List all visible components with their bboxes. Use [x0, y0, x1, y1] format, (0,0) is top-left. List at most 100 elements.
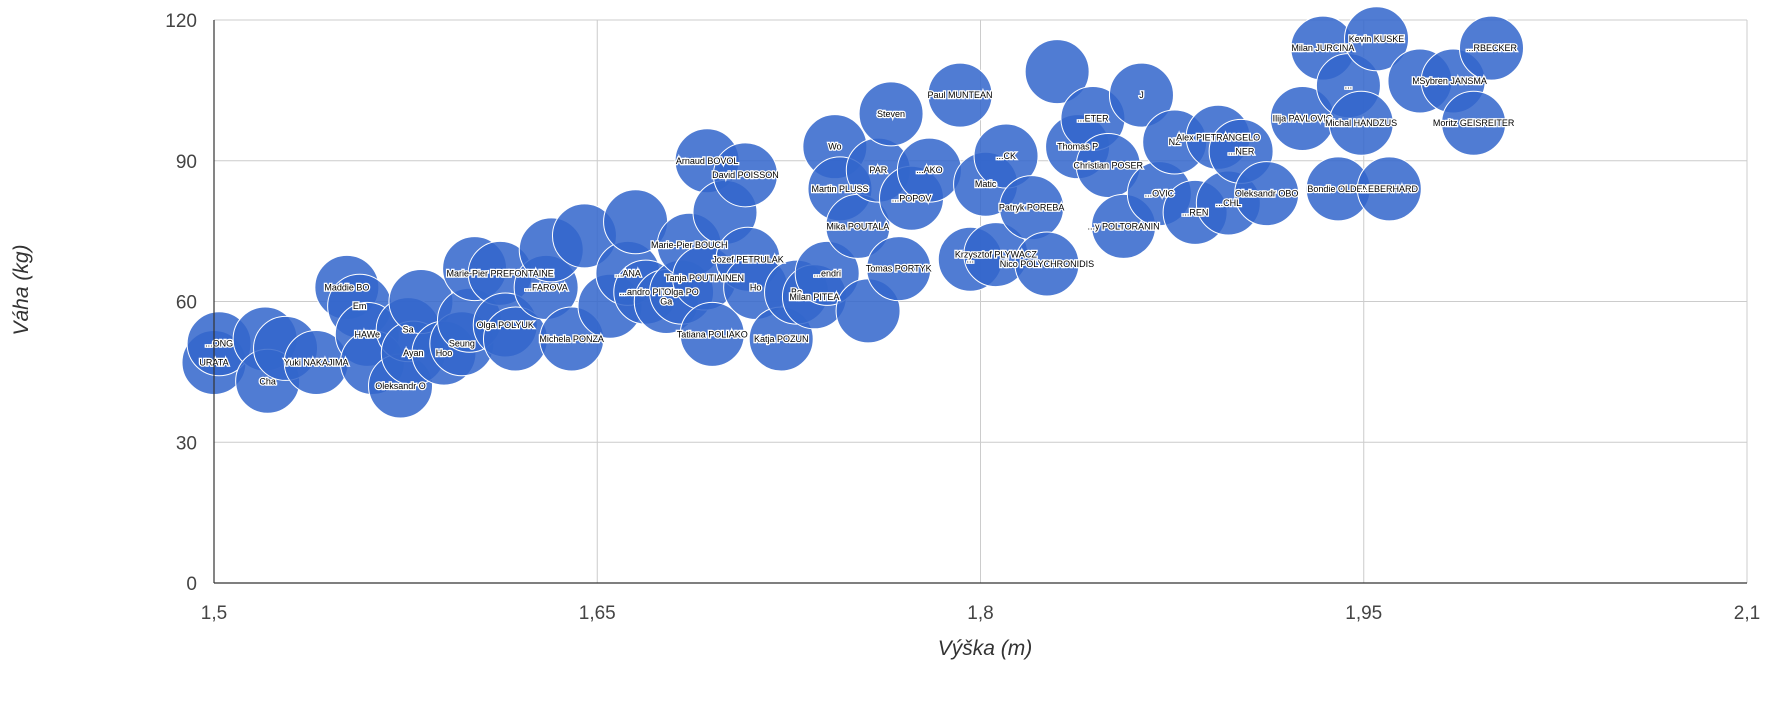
bubble-label: ...RBECKER	[1466, 43, 1518, 53]
bubble-label: Milan JURCINA	[1291, 43, 1354, 53]
axes: 1,5 1,65 1,8 1,95 2,1 0 30 60 90 120	[165, 11, 1760, 624]
bubble-point	[712, 142, 778, 208]
y-tick-label: 0	[186, 574, 197, 595]
bubble-label: Oleksandr OBO	[1235, 189, 1299, 199]
bubble-label: ...	[471, 264, 479, 274]
bubble-label: Krzysztof PLYWACZ	[955, 250, 1038, 260]
bubble-point	[1108, 62, 1174, 128]
bubble-label: Kevin KUSKE	[1349, 34, 1405, 44]
bubble-label: Wo	[828, 142, 841, 152]
bubble-label: Tomas PORTYK	[866, 264, 932, 274]
bubble-label: Marie-Pier BOUCH	[651, 240, 728, 250]
bubble-label: Ho	[750, 282, 762, 292]
bubble-point	[1441, 90, 1507, 156]
bubble-label: Alex PIETRANGELO	[1176, 132, 1260, 142]
bubble-label: Sa	[403, 325, 414, 335]
bubble-label: ...	[967, 254, 975, 264]
bubble-label: ...ANA	[615, 268, 641, 278]
bubble-label: Christian POSER	[1073, 160, 1143, 170]
bubble-label: Mika POUTALA	[826, 221, 889, 231]
bubble-label: Martin PLUSS	[811, 184, 868, 194]
bubble-label: ...AKO	[916, 165, 943, 175]
y-tick-label: 30	[176, 433, 197, 454]
bubble-label: ...	[1345, 81, 1353, 91]
bubble-point	[1459, 15, 1524, 81]
bubble-label: Matic	[975, 179, 997, 189]
x-tick-label: 2,1	[1734, 603, 1760, 624]
bubble-label: Paul MUNTEAN	[928, 90, 993, 100]
bubble-label: PAR	[869, 165, 887, 175]
bubble-point	[1344, 6, 1410, 72]
bubble-label: Marie-Pier PREFONTAINE	[446, 268, 553, 278]
bubble-label: ...andro PITT	[620, 287, 673, 297]
bubble-label: Bondie OLDEN	[1307, 184, 1369, 194]
bubble-point	[927, 62, 993, 128]
bubble-label: Thomas P	[1057, 142, 1098, 152]
x-tick-label: 1,95	[1345, 603, 1382, 624]
bubble-label: HAWe	[355, 329, 381, 339]
y-axis-title: Váha (kg)	[10, 244, 33, 335]
bubble-label: Moritz GEISREITER	[1433, 118, 1515, 128]
y-tick-label: 90	[176, 152, 197, 173]
x-tick-label: 1,8	[967, 603, 993, 624]
bubble-label: Oleksandr O	[375, 381, 426, 391]
bubble-label: Nico POLYCHRONIDIS	[1000, 259, 1094, 269]
bubble-label: NZ	[1169, 137, 1181, 147]
bubble-label: Milan PITEA	[789, 292, 839, 302]
bubble-label: ...FAROVA	[524, 282, 567, 292]
x-axis-title: Výška (m)	[938, 637, 1033, 660]
bubble-label: Ga	[660, 297, 672, 307]
bubble-point	[1234, 161, 1300, 227]
bubble-label: ...POPOV	[892, 193, 932, 203]
bubble-label: ...NER	[1228, 146, 1255, 156]
y-tick-label: 120	[165, 11, 197, 32]
bubble-label: Olga PO	[664, 287, 699, 297]
y-tick-label: 60	[176, 293, 197, 314]
bubble-label: Yuki NAKAJIMA	[284, 357, 349, 367]
bubble-label: Ilija PAVLOVIC	[1273, 114, 1333, 124]
bubble-label: Em	[353, 301, 367, 311]
bubble-point	[1356, 156, 1422, 222]
bubble-label: Michal HANDZUS	[1325, 118, 1397, 128]
bubble-label: Arnaud BOVOL	[676, 156, 739, 166]
bubble-point	[794, 240, 860, 306]
bubble-label: Maddie BO	[324, 282, 369, 292]
bubble-label: David POISSON	[712, 170, 779, 180]
bubble-label: Patryk POREBA	[999, 203, 1065, 213]
bubble-label: ...endri	[813, 268, 841, 278]
bubble-label: Tatiana POLIAKO	[677, 329, 748, 339]
bubble-label: ...CK	[996, 151, 1016, 161]
bubble-label: ...y POLTORANIN	[1087, 221, 1159, 231]
bubble-label: J	[1139, 90, 1144, 100]
bubble-label: Katja POZUN	[754, 334, 809, 344]
bubble-label: Steven	[877, 109, 905, 119]
bubble-label: ...OVIC	[1145, 189, 1175, 199]
bubble-label: ...CHL	[1216, 198, 1242, 208]
bubble-point	[1014, 231, 1080, 297]
bubble-point	[866, 236, 932, 302]
bubble-label: ...ONG	[205, 339, 233, 349]
bubble-label: ...ETER	[1077, 114, 1109, 124]
bubble-label: Sybren JANSMA	[1419, 76, 1487, 86]
bubble-label: Olga POLYUK	[477, 320, 534, 330]
bubble-label: ...REN	[1182, 207, 1209, 217]
bubble-label: Hoo	[436, 348, 453, 358]
x-tick-label: 1,5	[201, 603, 227, 624]
bubble-label: Tanja POUTIAINEN	[665, 273, 744, 283]
x-tick-label: 1,65	[579, 603, 616, 624]
bubble-point	[1075, 132, 1141, 198]
bubble-label: Jozef PETRULAK	[712, 254, 784, 264]
bubble-point	[679, 301, 745, 367]
bubble-point	[1328, 90, 1394, 156]
bubble-label: Seung	[449, 339, 475, 349]
bubble-label: Cha	[259, 376, 276, 386]
bubble-label: ...EBERHARD	[1361, 184, 1419, 194]
bubble-point	[858, 81, 924, 147]
bubbles	[181, 6, 1524, 419]
bubble-point	[1024, 39, 1090, 105]
bubble-label: Michela PONZA	[539, 334, 604, 344]
bubble-label: Ayan	[403, 348, 423, 358]
bubble-label: Bo	[791, 287, 802, 297]
